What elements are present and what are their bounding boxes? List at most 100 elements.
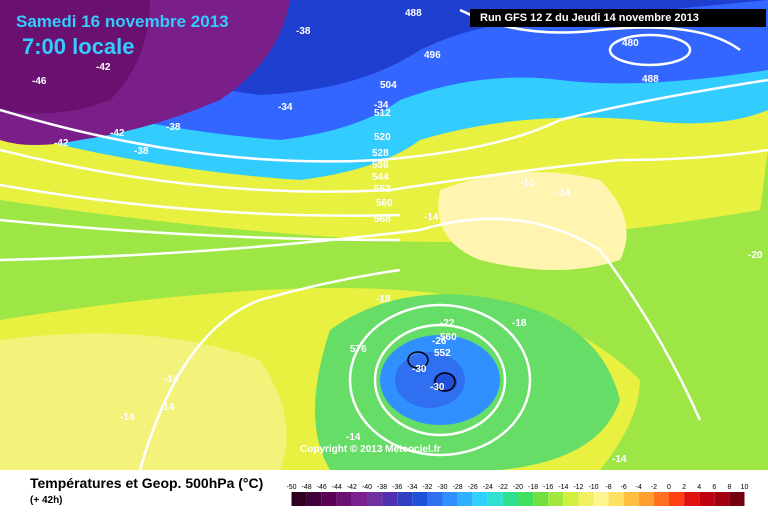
scale-swatch — [593, 492, 609, 506]
temperature-label: -14 — [120, 412, 135, 423]
temperature-label: -26 — [432, 336, 447, 347]
temperature-label: -14 — [612, 454, 627, 465]
temperature-label: -14 — [346, 432, 361, 443]
scale-tick-label: 8 — [727, 484, 731, 491]
temperature-label: -46 — [32, 76, 47, 87]
scale-tick-label: -22 — [498, 484, 508, 491]
temperature-label: -42 — [96, 62, 111, 73]
scale-tick-label: -36 — [392, 484, 402, 491]
scale-tick-label: 10 — [741, 484, 749, 491]
scale-swatch — [502, 492, 518, 506]
temperature-label: -38 — [134, 146, 149, 157]
temperature-label: -10 — [520, 178, 535, 189]
scale-swatch — [653, 492, 669, 506]
scale-tick-label: -38 — [377, 484, 387, 491]
scale-swatch — [382, 492, 398, 506]
temperature-label: -14 — [160, 402, 175, 413]
temperature-label: -30 — [430, 382, 445, 393]
map-title: Températures et Geop. 500hPa (°C) — [30, 475, 264, 491]
scale-swatch — [669, 492, 685, 506]
geopotential-label: 536 — [372, 160, 389, 171]
geopotential-label: 520 — [374, 132, 391, 143]
scale-tick-label: -16 — [543, 484, 553, 491]
scale-swatch — [291, 492, 307, 506]
geopotential-label: 512 — [374, 108, 391, 119]
scale-swatch — [699, 492, 715, 506]
footer: Températures et Geop. 500hPa (°C) (+ 42h… — [0, 470, 768, 512]
scale-swatch — [518, 492, 534, 506]
temperature-label: -20 — [748, 250, 763, 261]
scale-tick-label: -42 — [347, 484, 357, 491]
geopotential-label: 576 — [350, 344, 367, 355]
forecast-offset: (+ 42h) — [30, 495, 63, 506]
geopotential-label: 544 — [372, 172, 389, 183]
geopotential-label: 560 — [376, 198, 393, 209]
scale-tick-label: -2 — [651, 484, 657, 491]
scale-tick-label: 2 — [682, 484, 686, 491]
scale-tick-label: 4 — [697, 484, 701, 491]
scale-swatch — [427, 492, 443, 506]
scale-tick-label: 0 — [667, 484, 671, 491]
temperature-label: -14 — [164, 374, 179, 385]
temperature-label: -22 — [440, 318, 455, 329]
temperature-label: -14 — [556, 188, 571, 199]
scale-swatch — [608, 492, 624, 506]
scale-tick-label: -28 — [453, 484, 463, 491]
temperature-label: -14 — [424, 212, 439, 223]
scale-tick-label: -48 — [302, 484, 312, 491]
scale-swatch — [684, 492, 700, 506]
temperature-label: -42 — [110, 128, 125, 139]
scale-tick-label: -12 — [573, 484, 583, 491]
geopotential-label: 480 — [622, 38, 639, 49]
scale-swatch — [457, 492, 473, 506]
geopotential-label: 560 — [440, 332, 457, 343]
scale-tick-label: -34 — [407, 484, 417, 491]
scale-swatch — [533, 492, 549, 506]
geopotential-label: 528 — [372, 148, 389, 159]
scale-swatch — [578, 492, 594, 506]
scale-tick-label: -30 — [437, 484, 447, 491]
model-run-label: Run GFS 12 Z du Jeudi 14 novembre 2013 — [470, 9, 766, 27]
scale-swatch — [714, 492, 730, 506]
scale-swatch — [472, 492, 488, 506]
scale-swatch — [367, 492, 383, 506]
scale-swatch — [442, 492, 458, 506]
scale-tick-label: -4 — [636, 484, 642, 491]
scale-swatch — [336, 492, 352, 506]
scale-swatch — [321, 492, 337, 506]
scale-tick-label: -20 — [513, 484, 523, 491]
geopotential-label: 488 — [405, 8, 422, 19]
scale-tick-label: -32 — [422, 484, 432, 491]
scale-tick-label: -46 — [317, 484, 327, 491]
scale-tick-label: -10 — [588, 484, 598, 491]
scale-swatch — [548, 492, 564, 506]
forecast-time: 7:00 locale — [22, 34, 135, 59]
geopotential-label: 552 — [434, 348, 451, 359]
scale-tick-label: -50 — [286, 484, 296, 491]
temperature-label: -38 — [296, 26, 311, 37]
scale-tick-label: -26 — [468, 484, 478, 491]
scale-swatch — [412, 492, 428, 506]
scale-swatch — [638, 492, 654, 506]
temperature-label: -18 — [512, 318, 527, 329]
scale-swatch — [563, 492, 579, 506]
scale-tick-label: -18 — [528, 484, 538, 491]
temperature-label: -18 — [376, 294, 391, 305]
temperature-label: -30 — [412, 364, 427, 375]
weather-map — [0, 0, 768, 470]
temperature-label: -38 — [166, 122, 181, 133]
scale-swatch — [397, 492, 413, 506]
scale-tick-label: 6 — [712, 484, 716, 491]
scale-swatch — [729, 492, 745, 506]
scale-swatch — [306, 492, 322, 506]
color-scale: -50 -48 -46 -44 -42 -40 -38 -36 -34 -32 -30 -28 -26-… — [286, 484, 749, 506]
temperature-label: -34 — [374, 100, 389, 111]
scale-swatch — [623, 492, 639, 506]
temperature-label: -42 — [54, 138, 69, 149]
copyright: Copyright © 2013 Meteociel.fr — [300, 444, 441, 455]
geopotential-label: 552 — [374, 184, 391, 195]
scale-tick-label: -40 — [362, 484, 372, 491]
geopotential-label: 504 — [380, 80, 397, 91]
scale-swatch — [351, 492, 367, 506]
geopotential-label: 488 — [642, 74, 659, 85]
